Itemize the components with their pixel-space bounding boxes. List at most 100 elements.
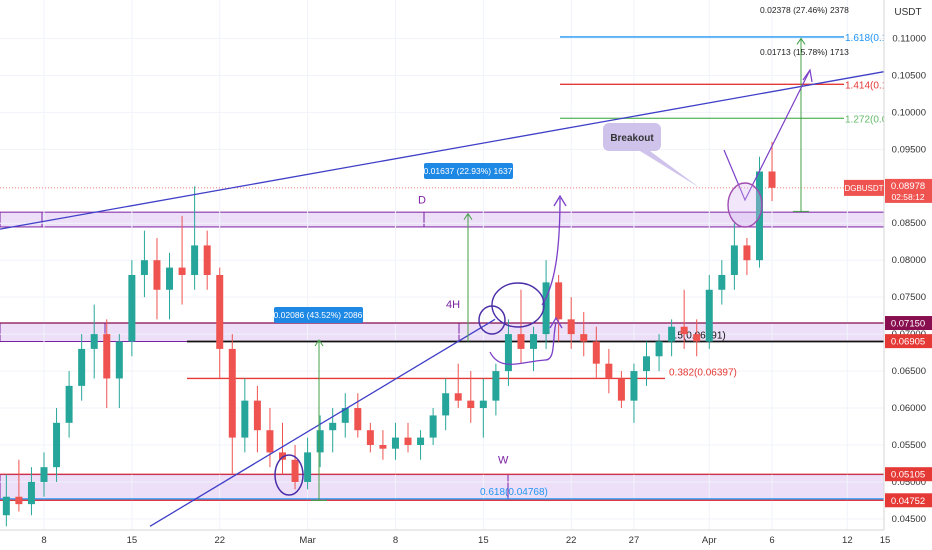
measure-label: 0.02378 (27.46%) 2378: [760, 5, 849, 15]
candle-body: [278, 452, 286, 460]
candle-body: [442, 393, 450, 416]
currency-label: USDT: [894, 7, 921, 18]
candle-body: [128, 274, 136, 342]
candle-body: [203, 245, 211, 275]
candle-body: [354, 408, 362, 431]
price-tick-label: 0.11000: [892, 33, 926, 44]
candle-body: [429, 415, 437, 438]
price-tick-label: 0.10500: [892, 70, 926, 81]
candle-body: [366, 430, 374, 445]
highlight-circle: [491, 282, 545, 328]
candle-body: [730, 245, 738, 275]
zone-rect: [0, 474, 885, 501]
candle-body: [291, 459, 299, 482]
price-tick-label: 0.10000: [892, 107, 926, 118]
drawn-arrowhead: [553, 194, 567, 207]
price-tag-bg: [885, 316, 932, 331]
price-tick-label: 0.05500: [892, 440, 926, 451]
measure-badge: [274, 307, 363, 323]
callout-box: [603, 123, 661, 151]
grid-layer: [0, 0, 886, 530]
price-tick-label: 0.08000: [892, 255, 926, 266]
fib-level-label: 0.382(0.06397): [669, 367, 737, 378]
candle-body: [316, 430, 324, 453]
measure-arrowhead: [463, 212, 473, 220]
time-tick-label: 15: [880, 535, 891, 546]
price-axis-bg: [884, 0, 932, 530]
candle-body: [2, 496, 10, 516]
price-axis[interactable]: 0.11000 0.10500 0.10000 0.09500 0.08500 0.080…: [844, 33, 932, 525]
candle-body: [542, 282, 550, 335]
time-tick-label: 8: [41, 535, 46, 546]
highlight-circle: [274, 454, 304, 496]
candle-body: [178, 267, 186, 275]
time-tick-label: Mar: [299, 535, 315, 546]
candle-body: [693, 334, 701, 342]
candle-body: [605, 363, 613, 379]
candle-body: [228, 348, 236, 438]
fib-level-label: 0.618(0.04768): [480, 487, 548, 498]
price-tick-label: 0.06000: [892, 403, 926, 414]
candle-body: [15, 496, 23, 505]
price-tag: 0.08978: [891, 181, 925, 192]
candle-body: [191, 245, 199, 275]
candle-body: [329, 422, 337, 431]
candle-body: [655, 341, 663, 357]
candle-body: [166, 267, 174, 290]
price-tag-bg: [885, 334, 932, 349]
candle-body: [304, 452, 312, 482]
price-tick-label: 0.05000: [892, 477, 926, 488]
candle-body: [391, 437, 399, 449]
candle-body: [492, 371, 500, 401]
measure-label: 0.02086 (43.52%) 2086: [274, 310, 363, 320]
candle-body: [668, 326, 676, 342]
candle-body: [253, 400, 261, 431]
zone-layer: D 4H W: [0, 194, 885, 501]
candle-body: [467, 400, 475, 409]
time-tick-label: 22: [214, 535, 225, 546]
candle-body: [705, 289, 713, 342]
measure-arrowhead: [796, 37, 806, 45]
candle-body: [341, 408, 349, 423]
time-axis[interactable]: 8 15 22 Mar 8 15 22 27 Apr 6 12 15: [41, 535, 890, 546]
candle-body: [53, 422, 61, 468]
price-tag: 0.06905: [891, 337, 925, 348]
candle-body: [567, 319, 575, 335]
candle-body: [718, 274, 726, 290]
candle-body: [454, 393, 462, 401]
candle-body: [555, 282, 563, 320]
callout-text: Breakout: [610, 133, 654, 144]
candle-body: [404, 437, 412, 445]
drawing-layer: 0.02378 (27.46%) 2378 0.01713 (15.78%) 17…: [0, 5, 885, 527]
drawn-curve: [489, 321, 557, 365]
drawn-arrowhead: [549, 316, 563, 329]
time-tick-label: 15: [478, 535, 489, 546]
candle-body: [140, 260, 148, 275]
time-tick-label: 15: [127, 535, 138, 546]
upper-trendline: [0, 71, 885, 230]
zone-label-d: D: [418, 194, 426, 206]
candle-body: [768, 171, 776, 188]
candle-body: [379, 444, 387, 449]
candle-body: [517, 334, 525, 349]
fib-level-label: 1.272(0.0: [845, 114, 888, 125]
candle-body: [743, 245, 751, 261]
countdown-tag: 02:58:12: [891, 192, 924, 202]
highlight-circle: [727, 182, 763, 228]
measure-arrowhead: [314, 339, 324, 347]
candle-body: [216, 274, 224, 349]
candle-body: [643, 356, 651, 372]
zone-label-w: W: [498, 454, 509, 466]
price-tag: 0.05105: [891, 470, 925, 481]
measure-label: 0.01637 (22.93%) 1637: [424, 166, 513, 176]
price-tick-label: 0.08500: [892, 218, 926, 229]
drawn-curve: [541, 197, 561, 306]
projection-path: [723, 69, 811, 202]
price-tag-bg: [885, 467, 932, 482]
candle-body: [115, 341, 123, 379]
price-tag: 0.07150: [891, 319, 925, 330]
candle-body: [592, 341, 600, 364]
candle-body: [65, 385, 73, 423]
measure-badge: [424, 163, 513, 179]
candle-body: [504, 334, 512, 372]
